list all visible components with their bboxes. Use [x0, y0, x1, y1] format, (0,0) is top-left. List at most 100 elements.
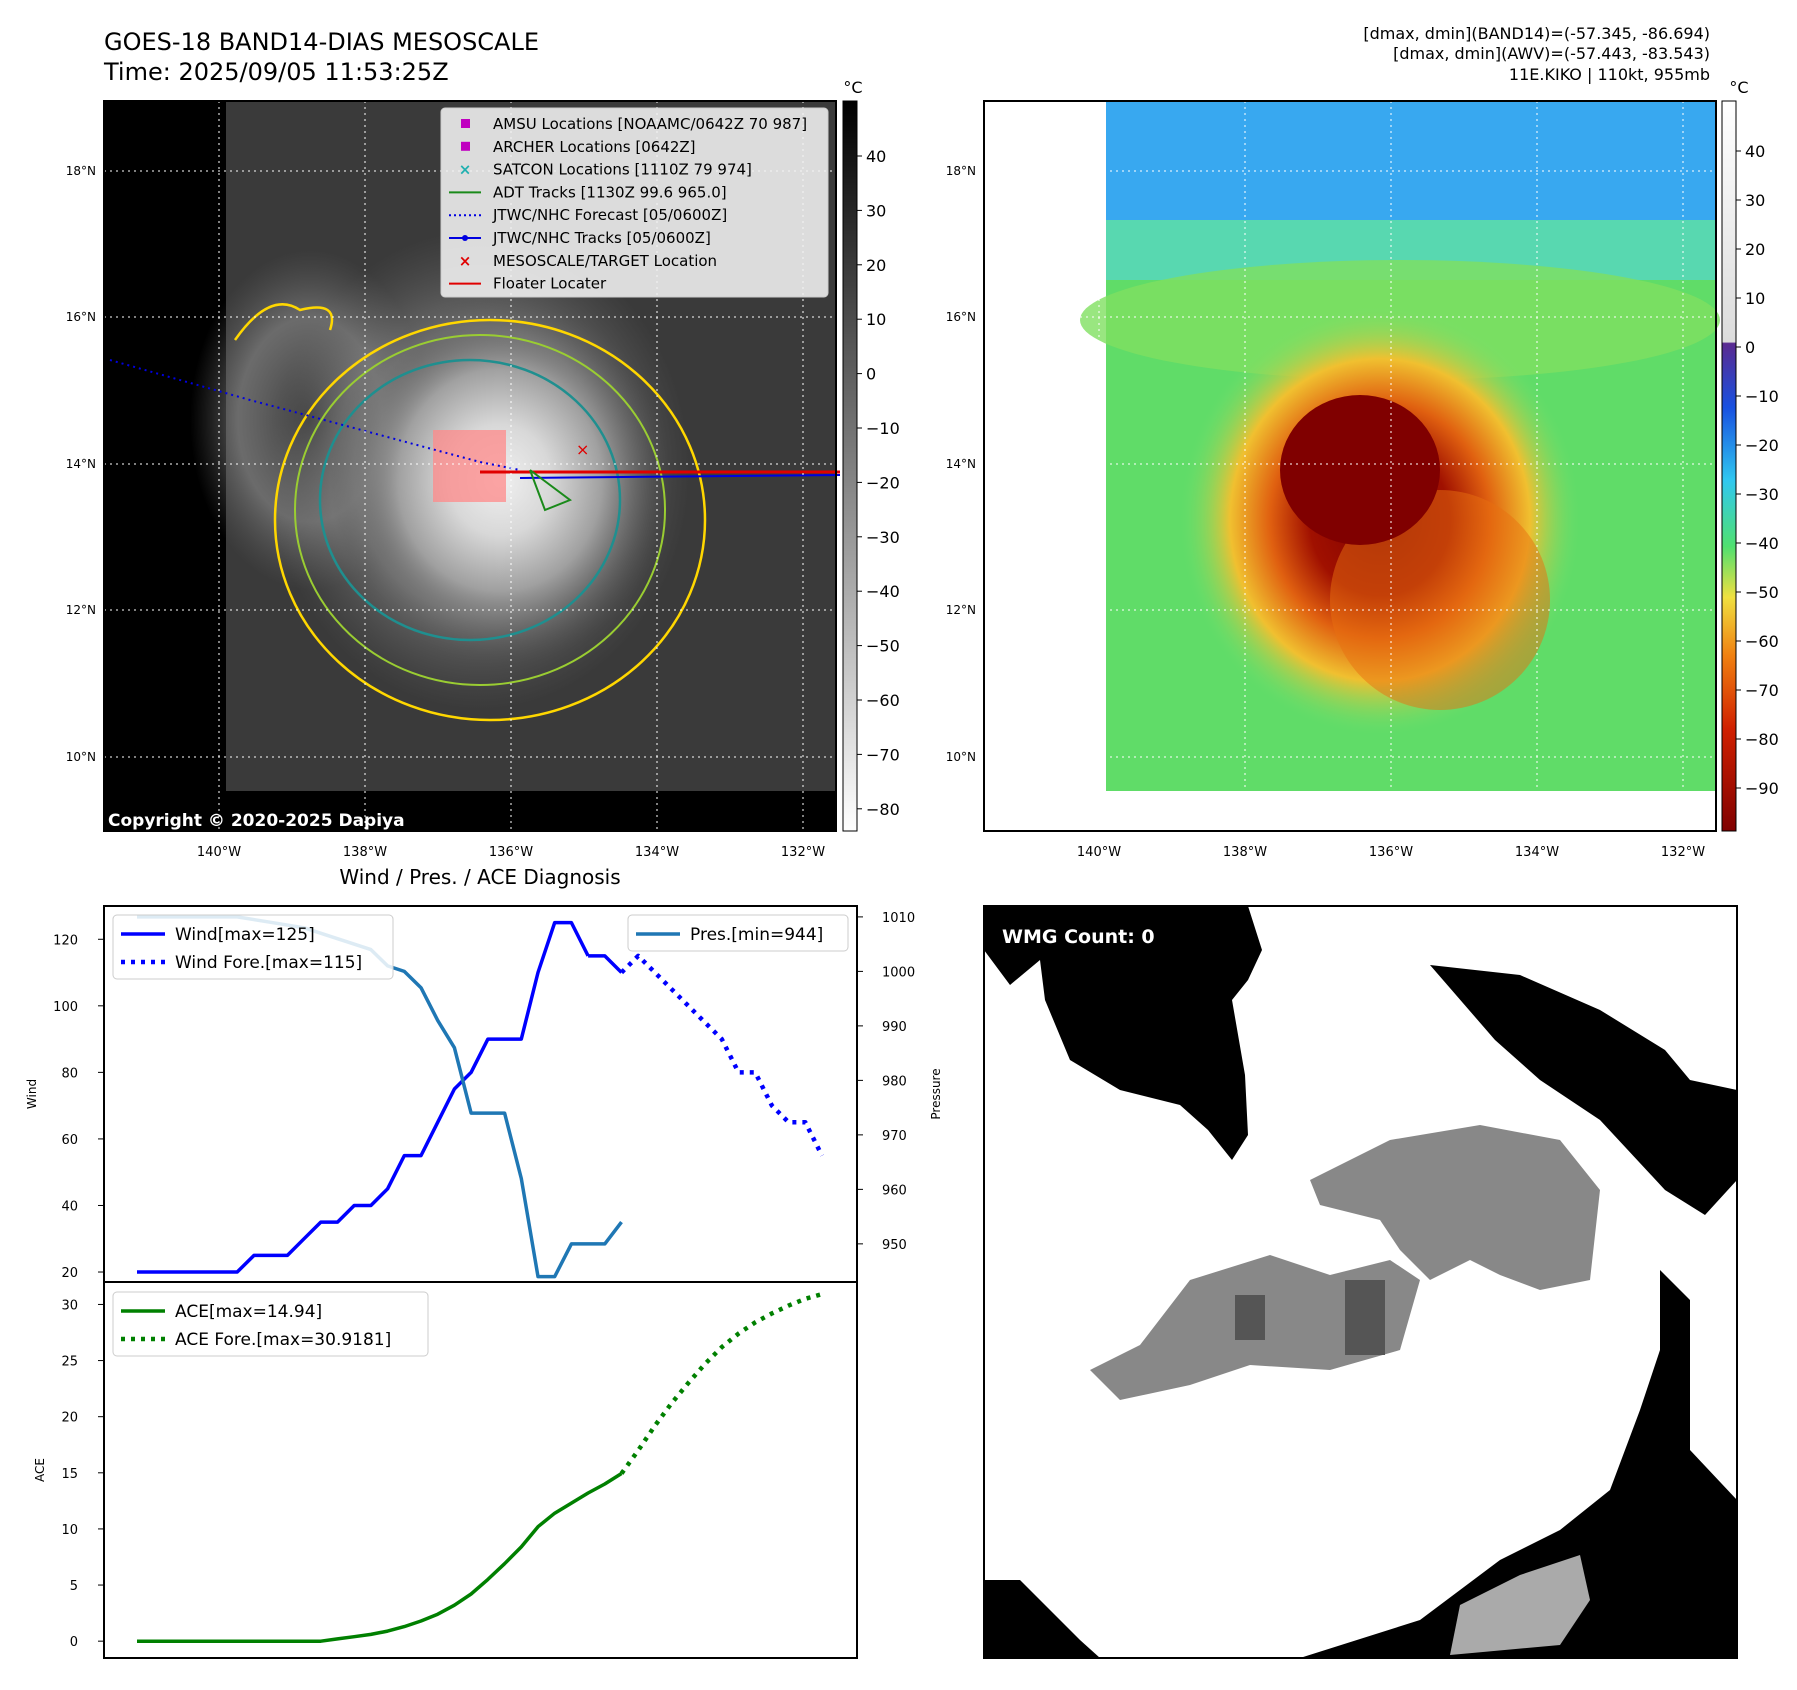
color-colorbar-tick-label: −20: [1745, 436, 1779, 455]
map-longitude-label: 134°W: [635, 845, 679, 860]
pressure-axis-tick-label: 960: [882, 1183, 907, 1198]
legend-label: AMSU Locations [NOAAMC/0642Z 70 987]: [493, 115, 807, 133]
map-latitude-label: 10°N: [946, 750, 976, 764]
wmg-moist-region-1: [1310, 1125, 1600, 1290]
wind-axis-tick-label: 80: [61, 1066, 78, 1081]
jtwc-forecast-track: [109, 359, 521, 471]
legend-row: × SATCON Locations [1110Z 79 974]: [459, 161, 752, 179]
ace-plot-frame: [103, 1281, 858, 1659]
map-longitude-label: 140°W: [1077, 845, 1121, 860]
diagnosis-chart: Wind / Pres. / ACE Diagnosis Wind Pressu…: [25, 865, 943, 1659]
legend-row: × MESOSCALE/TARGET Location: [459, 252, 717, 270]
pressure-axis-tick-label: 1000: [882, 965, 915, 980]
header-right: [dmax, dmin](BAND14)=(-57.345, -86.694) …: [1363, 24, 1710, 84]
ir-contour-fragment: [233, 303, 334, 341]
wmg-core-2: [1345, 1280, 1385, 1355]
wmg-dry-region-ne: [1430, 965, 1737, 1215]
wind-legend-label: Wind Fore.[max=115]: [175, 953, 362, 973]
legend-square-marker: [461, 141, 470, 151]
mesoscale-target-box: [433, 430, 506, 502]
gray-colorbar: °C 40 30 20 10 0 −10 −20 −30 −40 −50 −60 −70 −80: [842, 78, 900, 832]
wmg-core-1: [1235, 1295, 1265, 1340]
gray-colorbar-tick-label: −70: [866, 745, 900, 764]
color-colorbar-tick-label: 30: [1745, 191, 1765, 210]
gray-colorbar-tick-label: 30: [866, 201, 886, 220]
gray-colorbar-tick-label: −30: [866, 528, 900, 547]
color-colorbar-tick-label: −90: [1745, 779, 1779, 798]
legend-label: JTWC/NHC Forecast [05/0600Z]: [492, 206, 727, 224]
legend-label: ARCHER Locations [0642Z]: [493, 138, 696, 156]
title-line-2: Time: 2025/09/05 11:53:25Z: [103, 58, 449, 86]
wind-axis-tick-label: 40: [61, 1199, 78, 1214]
color-map-panel: [983, 100, 1720, 832]
ace-legend-box: [112, 1291, 429, 1357]
jtwc-track: [519, 474, 841, 479]
color-colorbar-tick-label: −40: [1745, 534, 1779, 553]
wmg-count-label: WMG Count: 0: [1002, 926, 1155, 948]
gray-colorbar-tick-label: −40: [866, 582, 900, 601]
map-latitude-label: 14°N: [66, 457, 96, 471]
gray-colorbar-tick-label: −80: [866, 800, 900, 819]
ir-map-frame: [103, 100, 837, 832]
legend-row: JTWC/NHC Tracks [05/0600Z]: [449, 229, 711, 247]
color-eyewall: [1280, 395, 1440, 545]
wmg-label-box: [994, 920, 1170, 952]
legend-label: MESOSCALE/TARGET Location: [493, 252, 717, 270]
legend-x-marker: ×: [459, 252, 472, 270]
color-colorbar-tick-label: −60: [1745, 632, 1779, 651]
map-longitude-label: 138°W: [1223, 845, 1267, 860]
ace-axis-tick-label: 15: [61, 1467, 78, 1482]
title-line-1: GOES-18 BAND14-DIAS MESOSCALE: [104, 28, 539, 56]
gray-colorbar-tick-label: 0: [866, 365, 876, 384]
color-colorbar-unit: °C: [1729, 78, 1748, 97]
gray-colorbar-tick-label: −10: [866, 419, 900, 438]
legend-row: ADT Tracks [1130Z 99.6 965.0]: [449, 183, 727, 201]
pressure-axis-tick-label: 950: [882, 1238, 907, 1253]
map-longitude-label: 138°W: [343, 845, 387, 860]
color-colorbar-tick-label: −80: [1745, 730, 1779, 749]
header-right-line-1: [dmax, dmin](BAND14)=(-57.345, -86.694): [1363, 24, 1710, 43]
wmg-dry-region-se: [1300, 1270, 1737, 1658]
legend-row: Floater Locater: [449, 275, 607, 293]
legend-square-marker: [461, 119, 470, 128]
map-latitude-label: 10°N: [66, 750, 96, 764]
ace-axis-tick-label: 5: [70, 1579, 78, 1594]
gray-colorbar-tick-label: −60: [866, 691, 900, 710]
copyright-text: Copyright © 2020-2025 Dapiya: [108, 811, 405, 831]
ace-legend-label: ACE Fore.[max=30.9181]: [175, 1330, 391, 1350]
ir-contour-mid: [294, 334, 666, 686]
gray-colorbar-tick-label: 10: [866, 310, 886, 329]
map-latitude-label: 16°N: [66, 310, 96, 324]
target-marker: ×: [576, 440, 589, 459]
wind-forecast-line: [619, 953, 825, 1157]
ace-axis-tick-label: 10: [61, 1523, 78, 1538]
map-longitude-label: 134°W: [1515, 845, 1559, 860]
wmg-moist-region-3: [1450, 1555, 1590, 1655]
color-colorbar-tick-label: −30: [1745, 485, 1779, 504]
wind-legend-label: Wind[max=125]: [175, 925, 315, 945]
wmg-dry-region-nw: [984, 906, 1262, 1160]
color-colorbar-tick-label: 20: [1745, 240, 1765, 259]
wind-axis-tick-label: 20: [61, 1266, 78, 1281]
legend-label: Floater Locater: [493, 275, 607, 293]
wind-series-line: [588, 954, 623, 974]
pressure-legend-box: [627, 914, 849, 952]
ace-axis-tick-label: 0: [70, 1635, 78, 1650]
map-longitude-label: 140°W: [197, 845, 241, 860]
color-cold-upper: [1106, 101, 1716, 231]
ace-forecast-line: [619, 1291, 823, 1475]
pressure-legend-label: Pres.[min=944]: [690, 925, 823, 945]
color-colorbar-tick-label: 40: [1745, 142, 1765, 161]
map-latitude-label: 14°N: [946, 457, 976, 471]
map-latitude-label: 12°N: [66, 603, 96, 617]
pressure-axis-tick-label: 990: [882, 1020, 907, 1035]
header-right-line-3: 11E.KIKO | 110kt, 955mb: [1509, 65, 1710, 84]
map-latitude-label: 18°N: [66, 164, 96, 178]
map-longitude-label: 136°W: [489, 845, 533, 860]
wind-legend: Wind[max=125] Wind Fore.[max=115]: [112, 914, 394, 980]
wind-legend-box: [112, 914, 394, 980]
color-colorbar-tick-label: −70: [1745, 681, 1779, 700]
pressure-axis-tick-label: 1010: [882, 911, 915, 926]
legend-label: ADT Tracks [1130Z 99.6 965.0]: [493, 183, 727, 201]
